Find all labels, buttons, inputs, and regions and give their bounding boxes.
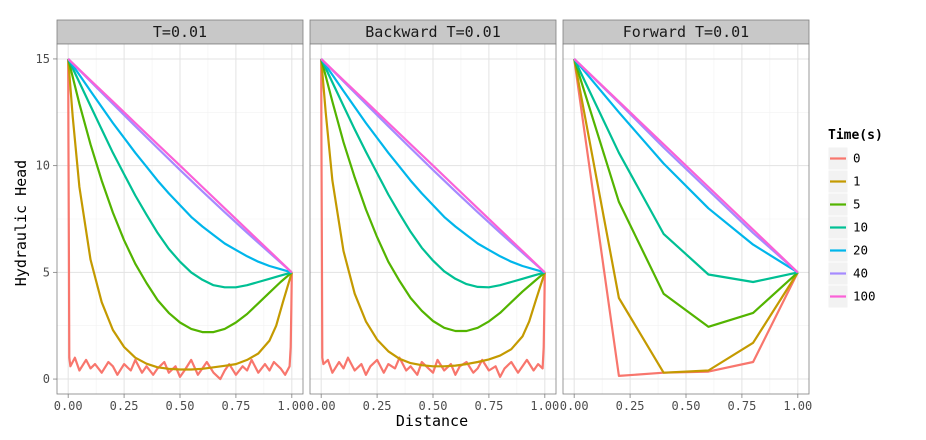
y-tick-label: 5 bbox=[43, 265, 50, 279]
x-tick-label: 0.75 bbox=[474, 399, 503, 413]
y-axis-title: Hydraulic Head bbox=[12, 160, 30, 286]
legend-item: 5 bbox=[827, 192, 861, 217]
series-line-20 bbox=[320, 58, 546, 274]
legend-item: 1 bbox=[827, 169, 861, 194]
facet-strip-label: Backward T=0.01 bbox=[365, 23, 500, 41]
x-tick-label: 0.25 bbox=[616, 399, 645, 413]
x-tick-label: 0.50 bbox=[672, 399, 701, 413]
x-tick-label: 0.75 bbox=[221, 399, 250, 413]
facet-panel: Forward T=0.01 0.00 0.25 0.50 0.75 1.00 bbox=[560, 19, 812, 413]
x-tick-label: 1.00 bbox=[530, 399, 559, 413]
legend-item: 100 bbox=[827, 284, 876, 309]
series-line-100 bbox=[67, 58, 293, 274]
legend-label: 10 bbox=[853, 220, 868, 235]
x-tick-label: 0.25 bbox=[110, 399, 139, 413]
series-line-0 bbox=[67, 58, 293, 381]
legend-label: 20 bbox=[853, 243, 868, 258]
facet-strip-label: Forward T=0.01 bbox=[623, 23, 749, 41]
x-axis-title: Distance bbox=[396, 412, 468, 430]
series-line-20 bbox=[67, 58, 293, 274]
series-line-40 bbox=[320, 58, 546, 274]
legend-label: 5 bbox=[853, 197, 861, 212]
legend-item: 40 bbox=[827, 261, 868, 286]
facet-strip bbox=[56, 19, 304, 45]
series-line-1 bbox=[67, 58, 293, 371]
series-line-100 bbox=[573, 58, 799, 274]
facet-panel: Backward T=0.01 0.00 0.25 0.50 0.75 1.00 bbox=[307, 19, 559, 413]
series-line-5 bbox=[67, 58, 293, 334]
legend-item: 10 bbox=[827, 215, 868, 240]
series-line-40 bbox=[67, 58, 293, 274]
x-tick-label: 0.25 bbox=[363, 399, 392, 413]
x-tick-label: 0.75 bbox=[727, 399, 756, 413]
legend: Time(s) 0 1 5 10 20 40 100 bbox=[827, 128, 883, 309]
series-line-10 bbox=[67, 58, 293, 289]
facet-panel: T=0.01 0.00 0.25 0.50 0.75 1.00 0 5 10 15 bbox=[36, 19, 306, 413]
series-line-10 bbox=[573, 58, 799, 284]
series-line-20 bbox=[573, 58, 799, 274]
series-line-1 bbox=[320, 58, 546, 368]
facet-strip bbox=[562, 19, 810, 45]
series-line-100 bbox=[320, 58, 546, 274]
legend-item: 0 bbox=[827, 146, 861, 171]
y-tick-label: 0 bbox=[43, 372, 50, 386]
series-line-0 bbox=[320, 58, 546, 378]
series-line-5 bbox=[573, 58, 799, 328]
legend-label: 0 bbox=[853, 151, 861, 166]
facet-strip-label: T=0.01 bbox=[153, 23, 207, 41]
legend-label: 100 bbox=[853, 289, 876, 304]
x-tick-label: 0.00 bbox=[307, 399, 336, 413]
series-line-1 bbox=[573, 58, 799, 374]
x-tick-label: 1.00 bbox=[277, 399, 306, 413]
panels: T=0.01 0.00 0.25 0.50 0.75 1.00 0 5 10 15 Backward… bbox=[36, 19, 812, 413]
x-tick-label: 0.00 bbox=[560, 399, 589, 413]
x-tick-label: 0.50 bbox=[166, 399, 195, 413]
x-tick-label: 0.50 bbox=[419, 399, 448, 413]
legend-label: 1 bbox=[853, 174, 861, 189]
legend-item: 20 bbox=[827, 238, 868, 263]
x-tick-label: 1.00 bbox=[783, 399, 812, 413]
legend-label: 40 bbox=[853, 266, 868, 281]
legend-title: Time(s) bbox=[828, 128, 883, 143]
series-line-10 bbox=[320, 58, 546, 289]
y-tick-label: 10 bbox=[36, 159, 50, 173]
series-line-5 bbox=[320, 58, 546, 333]
x-tick-label: 0.00 bbox=[54, 399, 83, 413]
y-tick-label: 15 bbox=[36, 52, 50, 66]
